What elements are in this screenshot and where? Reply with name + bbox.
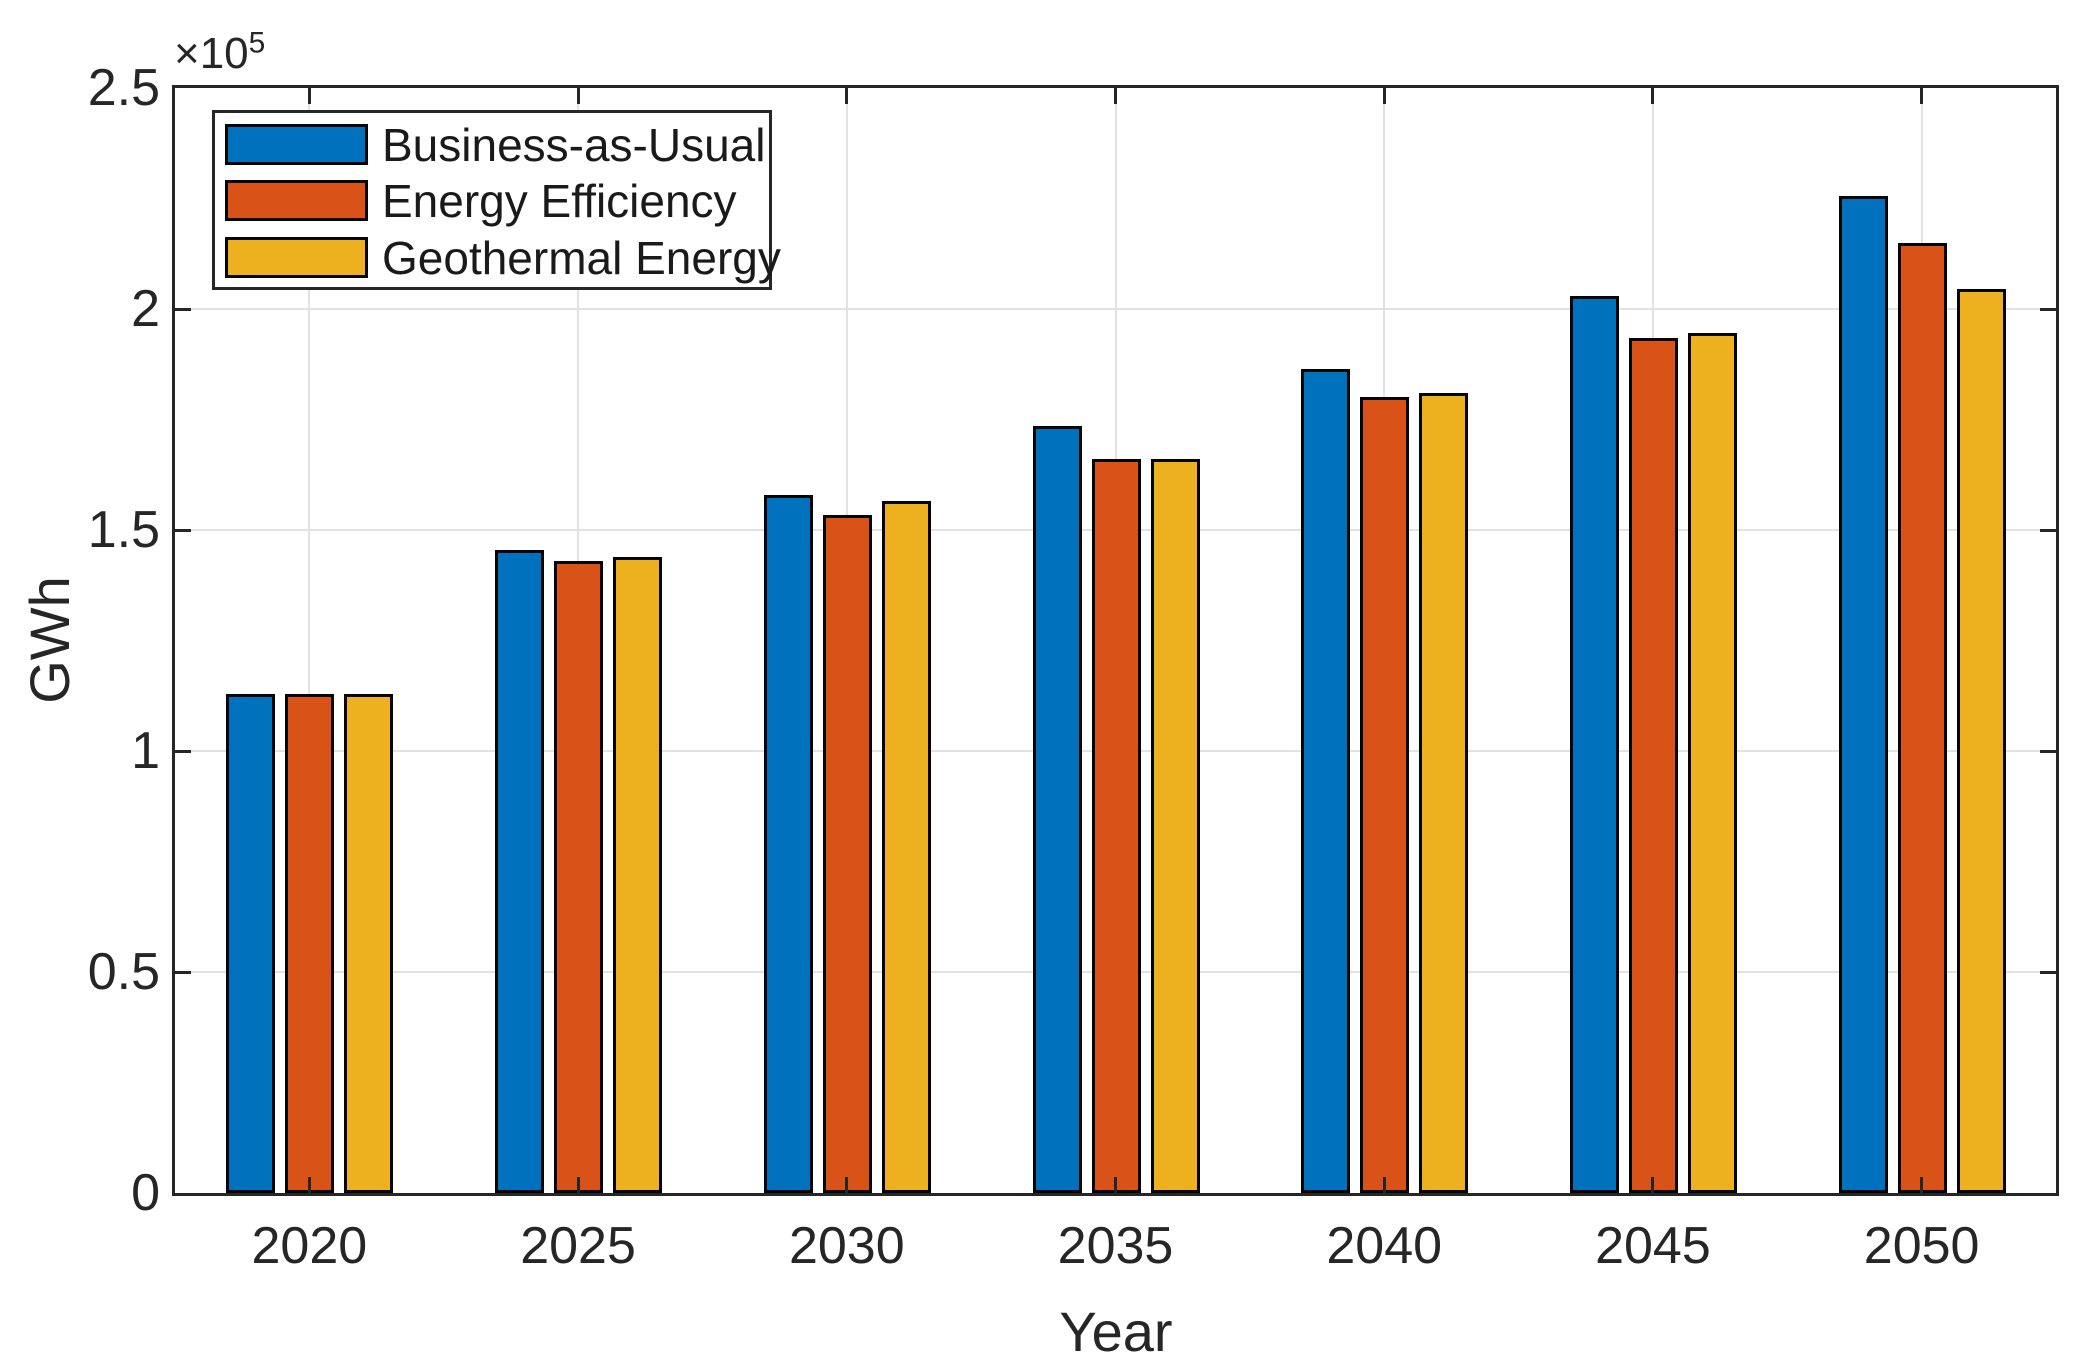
legend-label: Geothermal Energy [382, 231, 781, 284]
y-axis-label: GWh [18, 576, 81, 704]
x-tick-label: 2025 [520, 1217, 636, 1275]
legend-swatch [225, 124, 368, 165]
x-tick-label: 2040 [1326, 1217, 1443, 1275]
x-tick-bottom [1114, 1177, 1117, 1193]
bar-2035-geothermal-energy [1150, 459, 1200, 1193]
y-tick-right [2040, 970, 2056, 974]
bar-2040-energy-efficiency [1360, 397, 1410, 1193]
bar-2030-geothermal-energy [881, 501, 931, 1193]
y-axis-exponent-power: 5 [248, 26, 266, 60]
bar-2050-business-as-usual [1838, 196, 1888, 1193]
x-tick-bottom [1920, 1177, 1924, 1193]
y-tick-label: 0 [131, 1164, 160, 1222]
x-tick-label: 2035 [1057, 1217, 1174, 1275]
x-tick-bottom [307, 1177, 311, 1193]
legend-label: Business-as-Usual [382, 118, 766, 171]
bar-2025-geothermal-energy [613, 556, 663, 1193]
legend-item-business-as-usual: Business-as-Usual [225, 118, 766, 171]
bar-2045-business-as-usual [1569, 295, 1619, 1193]
legend-label: Energy Efficiency [382, 174, 737, 227]
y-tick-label: 1.5 [87, 501, 160, 559]
y-tick-left [175, 970, 191, 974]
bar-2040-geothermal-energy [1419, 392, 1469, 1193]
y-tick-left [175, 307, 191, 311]
legend-item-geothermal-energy: Geothermal Energy [225, 231, 781, 284]
bar-2045-energy-efficiency [1628, 337, 1678, 1193]
x-tick-label: 2050 [1863, 1217, 1980, 1275]
y-tick-left [175, 528, 191, 532]
y-tick-left [175, 749, 191, 753]
y-tick-label: 1 [131, 722, 160, 780]
x-tick-top [1114, 88, 1117, 104]
x-tick-bottom [845, 1177, 849, 1193]
bar-2025-energy-efficiency [554, 560, 604, 1193]
bar-2020-energy-efficiency [285, 693, 335, 1193]
plot-area: Business-as-Usual Energy Efficiency Geothe… [172, 85, 2059, 1196]
bar-2035-business-as-usual [1032, 426, 1082, 1193]
y-axis-exponent-base: ×10 [174, 29, 249, 78]
x-tick-label: 2020 [251, 1217, 368, 1275]
bar-2020-business-as-usual [226, 693, 276, 1193]
y-tick-label: 2 [131, 280, 160, 338]
bar-2050-geothermal-energy [1956, 289, 2006, 1193]
x-tick-label: 2045 [1595, 1217, 1711, 1275]
x-tick-label: 2030 [788, 1217, 905, 1275]
legend: Business-as-Usual Energy Efficiency Geothe… [212, 110, 781, 290]
x-tick-top [1920, 88, 1924, 104]
y-tick-label: 2.5 [87, 59, 160, 117]
x-tick-top [576, 88, 580, 104]
x-tick-top [1651, 88, 1655, 104]
x-tick-bottom [1382, 1177, 1386, 1193]
x-axis-label: Year [1059, 1300, 1173, 1363]
x-tick-bottom [576, 1177, 580, 1193]
y-tick-label: 0.5 [87, 943, 160, 1001]
y-tick-right [2040, 749, 2056, 753]
bar-2045-geothermal-energy [1687, 333, 1737, 1193]
bar-2030-business-as-usual [763, 494, 813, 1193]
legend-item-energy-efficiency: Energy Efficiency [225, 174, 737, 227]
x-tick-bottom [1651, 1177, 1655, 1193]
x-tick-top [307, 88, 311, 104]
legend-swatch [225, 237, 368, 278]
y-axis-exponent: ×105 [174, 28, 265, 78]
x-gridline [308, 88, 311, 1193]
bar-2050-energy-efficiency [1897, 242, 1947, 1193]
bar-2025-business-as-usual [495, 549, 545, 1193]
bar-2035-energy-efficiency [1091, 459, 1141, 1193]
x-tick-top [1382, 88, 1386, 104]
y-tick-right [2040, 307, 2056, 311]
bar-2020-geothermal-energy [344, 693, 394, 1193]
bar-2040-business-as-usual [1301, 368, 1351, 1193]
bar-2030-energy-efficiency [822, 514, 872, 1193]
y-tick-right [2040, 528, 2056, 532]
legend-swatch [225, 180, 368, 221]
x-tick-top [845, 88, 849, 104]
